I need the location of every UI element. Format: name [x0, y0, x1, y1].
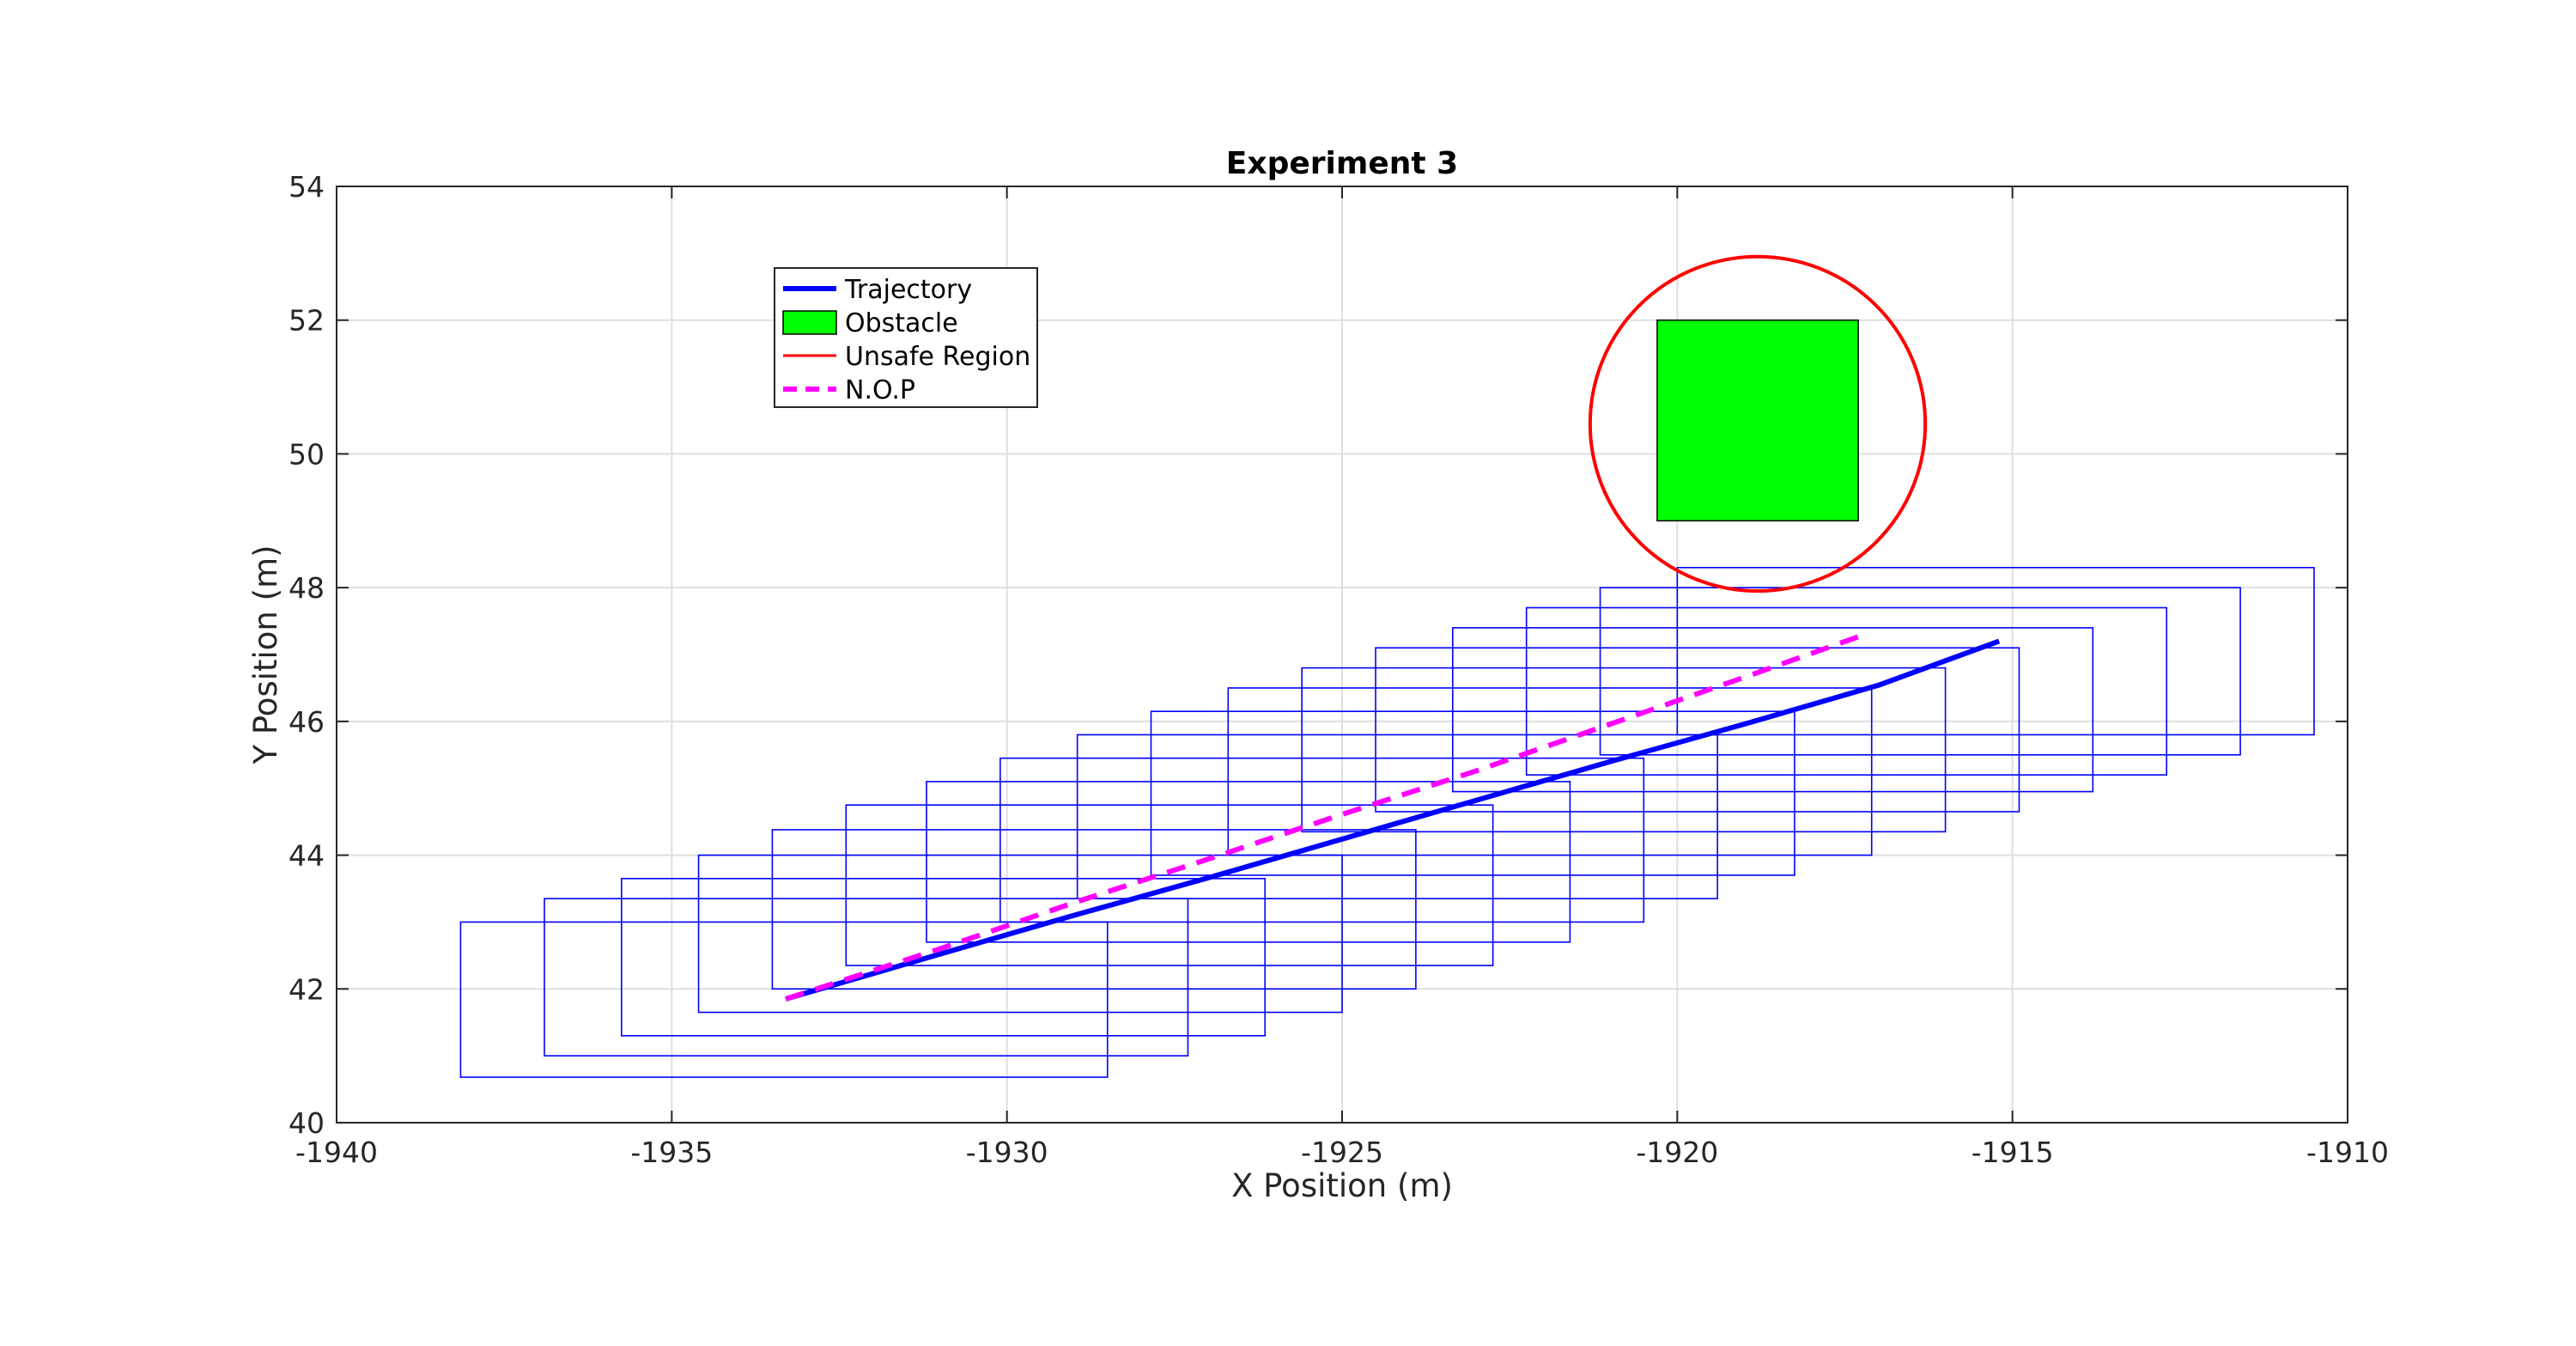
obstacle-patch [1656, 319, 1859, 522]
x-tick-label: -1930 [966, 1136, 1048, 1169]
series-layer [785, 631, 2001, 1002]
reachable-set-box [544, 898, 1189, 1057]
reachable-set-box [697, 854, 1343, 1014]
reachable-set-box [1227, 687, 1873, 856]
unsafe-region-circle [1588, 254, 1928, 594]
reachable-set-boxes [459, 566, 2315, 1078]
reachable-set-box [620, 878, 1267, 1037]
reachable-set-box [1676, 566, 2315, 736]
x-tick-label: -1920 [1636, 1136, 1718, 1169]
reachable-set-box [1375, 647, 2020, 813]
y-tick-label: 54 [289, 170, 325, 204]
axes-frame [336, 186, 2348, 1124]
y-tick-label: 52 [289, 304, 325, 338]
legend-label-obstacle: Obstacle [845, 308, 958, 338]
y-tick-label: 46 [289, 705, 325, 739]
obstacle-layer [1588, 254, 1928, 594]
tick-labels: -1940 -1935 -1930 -1925 -1920 -1915 -1910 40 42 4… [289, 170, 2389, 1169]
nop-line [785, 631, 1866, 1002]
y-tick-label: 50 [289, 437, 325, 471]
trajectory-line [785, 638, 2001, 1002]
x-tick-label: -1910 [2306, 1136, 2389, 1169]
legend-label-trajectory: Trajectory [844, 275, 972, 305]
reachable-set-box [1452, 627, 2094, 793]
reachable-set-box [926, 781, 1571, 943]
y-tick-label: 40 [289, 1106, 325, 1140]
x-tick-label: -1940 [295, 1136, 378, 1169]
reachable-set-box [771, 829, 1417, 990]
legend-swatch-obstacle [782, 310, 837, 335]
x-axis-label: X Position (m) [1231, 1167, 1453, 1204]
legend-label-unsafe-region: Unsafe Region [845, 342, 1030, 372]
x-tick-label: -1915 [1971, 1136, 2054, 1169]
chart-title: Experiment 3 [1226, 146, 1458, 181]
y-tick-label: 48 [289, 571, 325, 605]
reachable-set-box [459, 921, 1109, 1078]
x-tick-label: -1935 [630, 1136, 713, 1169]
grid [336, 186, 2348, 1124]
reachable-set-box [1301, 667, 1947, 833]
reachable-set-box [845, 804, 1494, 966]
reachable-set-box [1525, 606, 2168, 776]
y-tick-label: 44 [289, 839, 325, 873]
reachable-set-box [1599, 587, 2241, 756]
y-axis-label: Y Position (m) [247, 545, 284, 764]
legend-label-n-o-p: N.O.P [845, 375, 915, 405]
x-tick-label: -1925 [1301, 1136, 1383, 1169]
reachable-set-box [1076, 734, 1718, 899]
reachable-set-box [999, 757, 1645, 923]
reachable-set-box [1150, 710, 1795, 876]
y-tick-label: 42 [289, 972, 325, 1006]
